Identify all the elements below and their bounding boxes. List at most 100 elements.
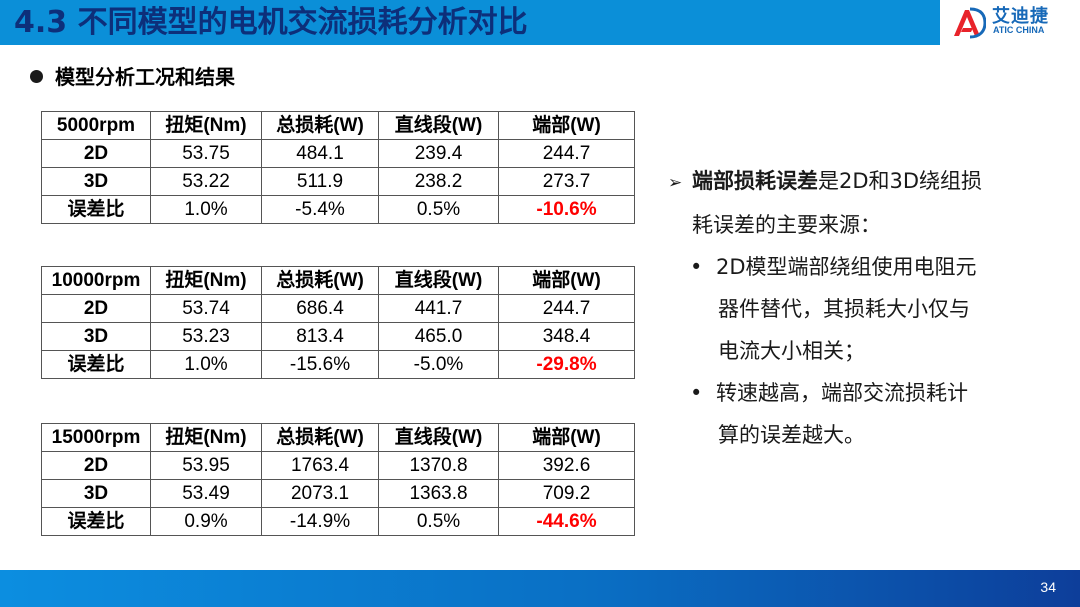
table-row: 误差比 1.0% -15.6% -5.0% -29.8% (41, 350, 635, 379)
table-cell: 441.7 (378, 294, 499, 323)
section-bullet-text: 模型分析工况和结果 (55, 65, 235, 89)
sub-point-line: 器件替代，其损耗大小仅与 (718, 297, 970, 321)
results-table-5000rpm: 5000rpm 扭矩(Nm) 总损耗(W) 直线段(W) 端部(W) 2D 53… (41, 111, 635, 224)
table-row: 误差比 1.0% -5.4% 0.5% -10.6% (41, 195, 635, 224)
company-logo: 艾迪捷 ATIC CHINA (940, 0, 1080, 45)
table-cell: 511.9 (261, 167, 379, 196)
table-row: 2D 53.95 1763.4 1370.8 392.6 (41, 451, 635, 480)
table-header-cell: 10000rpm (41, 266, 151, 295)
table-cell: -5.0% (378, 350, 499, 379)
table-cell: 348.4 (498, 322, 635, 351)
table-row: 3D 53.49 2073.1 1363.8 709.2 (41, 479, 635, 508)
table-cell: 244.7 (498, 139, 635, 168)
sub-point-text: 2D模型端部绕组使用电阻元 (716, 255, 977, 279)
logo-chinese-text: 艾迪捷 (992, 6, 1049, 27)
table-cell: -5.4% (261, 195, 379, 224)
row-label: 误差比 (41, 350, 151, 379)
table-cell: 1.0% (150, 350, 262, 379)
results-table-15000rpm: 15000rpm 扭矩(Nm) 总损耗(W) 直线段(W) 端部(W) 2D 5… (41, 423, 635, 536)
table-header-cell: 5000rpm (41, 111, 151, 140)
table-header-cell: 直线段(W) (378, 266, 499, 295)
row-label: 误差比 (41, 507, 151, 536)
sub-point-line: • 转速越高，端部交流损耗计 (668, 372, 1048, 414)
section-bullet: 模型分析工况和结果 (30, 62, 235, 92)
conclusion-line: 耗误差的主要来源： (692, 213, 881, 237)
table-row: 2D 53.74 686.4 441.7 244.7 (41, 294, 635, 323)
logo-english-text: ATIC CHINA (993, 25, 1045, 35)
table-cell: 53.74 (150, 294, 262, 323)
table-cell: 244.7 (498, 294, 635, 323)
table-cell: 0.5% (378, 195, 499, 224)
table-cell: 53.75 (150, 139, 262, 168)
table-cell: 484.1 (261, 139, 379, 168)
table-cell: 53.23 (150, 322, 262, 351)
results-table-10000rpm: 10000rpm 扭矩(Nm) 总损耗(W) 直线段(W) 端部(W) 2D 5… (41, 266, 635, 379)
row-label: 2D (41, 451, 151, 480)
arrow-bullet-icon: ➢ (668, 173, 683, 193)
row-label: 3D (41, 167, 151, 196)
table-header-cell: 扭矩(Nm) (150, 266, 262, 295)
table-cell: 53.95 (150, 451, 262, 480)
row-label: 误差比 (41, 195, 151, 224)
table-cell: 1370.8 (378, 451, 499, 480)
table-row: 3D 53.22 511.9 238.2 273.7 (41, 167, 635, 196)
table-cell: 2073.1 (261, 479, 379, 508)
table-header-cell: 总损耗(W) (261, 423, 379, 452)
table-cell: 53.49 (150, 479, 262, 508)
table-header-cell: 端部(W) (498, 266, 635, 295)
page-number: 34 (1040, 579, 1056, 595)
row-label: 3D (41, 322, 151, 351)
sub-point-text: 转速越高，端部交流损耗计 (716, 381, 968, 405)
table-row: 误差比 0.9% -14.9% 0.5% -44.6% (41, 507, 635, 536)
table-header-cell: 总损耗(W) (261, 266, 379, 295)
table-cell: 1.0% (150, 195, 262, 224)
table-row: 2D 53.75 484.1 239.4 244.7 (41, 139, 635, 168)
table-cell: 1763.4 (261, 451, 379, 480)
conclusion-text: 是2D和3D绕组损 (818, 169, 983, 193)
table-header-cell: 总损耗(W) (261, 111, 379, 140)
table-cell: 1363.8 (378, 479, 499, 508)
table-cell: 239.4 (378, 139, 499, 168)
table-cell: -15.6% (261, 350, 379, 379)
footer-bar: 34 (0, 570, 1080, 607)
table-cell: 0.5% (378, 507, 499, 536)
table-header-row: 5000rpm 扭矩(Nm) 总损耗(W) 直线段(W) 端部(W) (41, 111, 635, 140)
bullet-dot-icon: • (690, 381, 703, 405)
table-cell: 392.6 (498, 451, 635, 480)
sub-point-line: 电流大小相关； (718, 339, 865, 363)
table-header-cell: 端部(W) (498, 111, 635, 140)
row-label: 2D (41, 294, 151, 323)
table-header-row: 10000rpm 扭矩(Nm) 总损耗(W) 直线段(W) 端部(W) (41, 266, 635, 295)
bullet-dot-icon (30, 70, 43, 83)
table-cell: -14.9% (261, 507, 379, 536)
conclusion-notes: ➢ 端部损耗误差是2D和3D绕组损 耗误差的主要来源： • 2D模型端部绕组使用电阻… (668, 160, 1048, 456)
table-cell: 465.0 (378, 322, 499, 351)
table-cell: 238.2 (378, 167, 499, 196)
sub-point-line: • 2D模型端部绕组使用电阻元 (668, 246, 1048, 288)
table-cell: 686.4 (261, 294, 379, 323)
row-label: 3D (41, 479, 151, 508)
highlight-cell: -10.6% (498, 195, 635, 224)
atic-logo-icon (954, 7, 986, 39)
table-header-cell: 直线段(W) (378, 423, 499, 452)
highlight-cell: -44.6% (498, 507, 635, 536)
table-header-cell: 扭矩(Nm) (150, 111, 262, 140)
table-header-row: 15000rpm 扭矩(Nm) 总损耗(W) 直线段(W) 端部(W) (41, 423, 635, 452)
conclusion-line: ➢ 端部损耗误差是2D和3D绕组损 (668, 160, 1048, 204)
table-row: 3D 53.23 813.4 465.0 348.4 (41, 322, 635, 351)
header-bar: 4.3 不同模型的电机交流损耗分析对比 艾迪捷 ATIC CHINA (0, 0, 1080, 45)
table-cell: 0.9% (150, 507, 262, 536)
bullet-dot-icon: • (690, 255, 703, 279)
conclusion-keyword: 端部损耗误差 (692, 169, 818, 193)
table-cell: 53.22 (150, 167, 262, 196)
table-cell: 813.4 (261, 322, 379, 351)
table-header-cell: 扭矩(Nm) (150, 423, 262, 452)
slide-title: 4.3 不同模型的电机交流损耗分析对比 (14, 5, 528, 40)
row-label: 2D (41, 139, 151, 168)
table-header-cell: 直线段(W) (378, 111, 499, 140)
table-cell: 273.7 (498, 167, 635, 196)
highlight-cell: -29.8% (498, 350, 635, 379)
table-header-cell: 端部(W) (498, 423, 635, 452)
table-header-cell: 15000rpm (41, 423, 151, 452)
table-cell: 709.2 (498, 479, 635, 508)
